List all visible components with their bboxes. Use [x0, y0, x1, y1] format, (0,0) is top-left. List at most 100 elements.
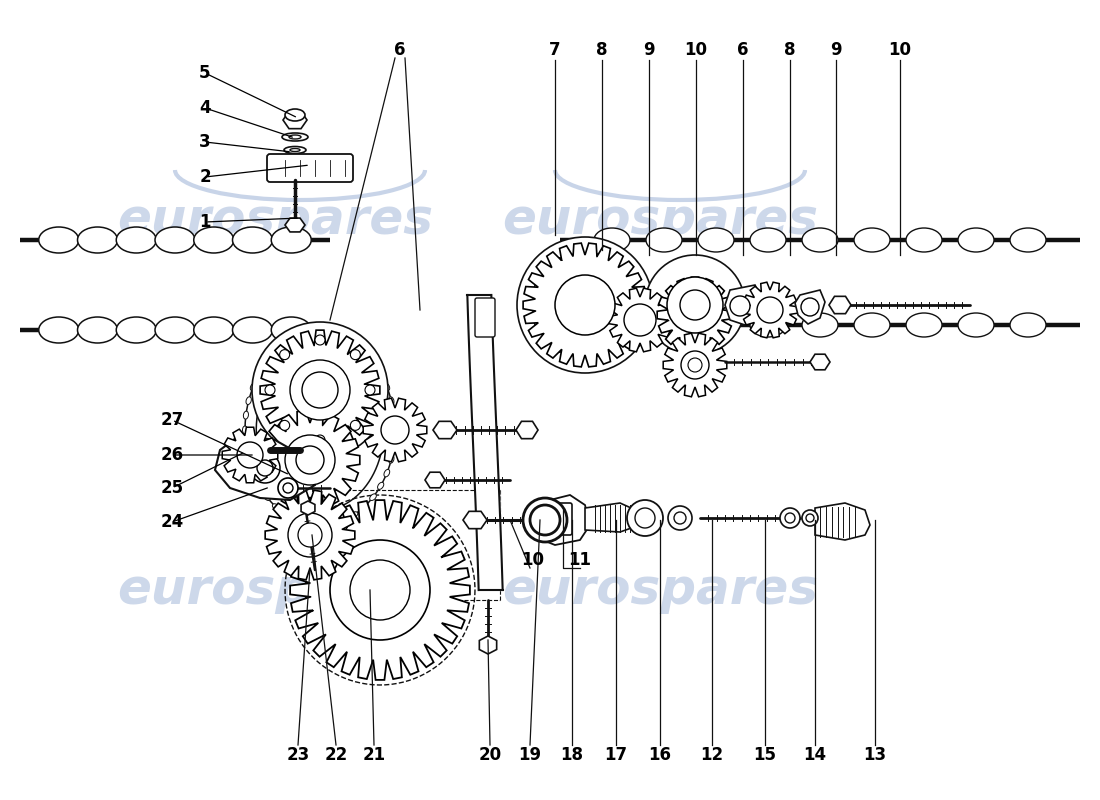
- Ellipse shape: [117, 227, 156, 253]
- Ellipse shape: [906, 313, 942, 337]
- Circle shape: [257, 460, 273, 476]
- Polygon shape: [363, 398, 427, 462]
- Circle shape: [627, 500, 663, 536]
- Circle shape: [365, 385, 375, 395]
- Circle shape: [265, 385, 275, 395]
- Text: 10: 10: [684, 41, 707, 59]
- Polygon shape: [433, 422, 456, 438]
- Circle shape: [619, 269, 627, 277]
- Circle shape: [556, 258, 564, 266]
- Ellipse shape: [646, 228, 682, 252]
- Polygon shape: [463, 511, 487, 529]
- Ellipse shape: [243, 411, 249, 419]
- Circle shape: [631, 301, 639, 309]
- Text: 11: 11: [569, 551, 592, 569]
- Ellipse shape: [290, 149, 300, 151]
- Circle shape: [635, 508, 654, 528]
- Circle shape: [350, 560, 410, 620]
- Polygon shape: [742, 282, 797, 338]
- Text: eurospares: eurospares: [117, 566, 433, 614]
- Polygon shape: [425, 472, 446, 488]
- Text: 10: 10: [521, 551, 544, 569]
- Circle shape: [278, 478, 298, 498]
- Ellipse shape: [392, 441, 397, 449]
- Circle shape: [252, 322, 388, 458]
- Polygon shape: [260, 330, 379, 450]
- Polygon shape: [214, 435, 315, 500]
- Text: eurospares: eurospares: [502, 196, 818, 244]
- Circle shape: [381, 416, 409, 444]
- Text: 27: 27: [161, 411, 184, 429]
- Circle shape: [556, 275, 615, 335]
- Circle shape: [283, 483, 293, 493]
- Ellipse shape: [39, 317, 79, 343]
- Text: 6: 6: [737, 41, 749, 59]
- Ellipse shape: [293, 337, 300, 342]
- Ellipse shape: [384, 383, 389, 390]
- Polygon shape: [795, 290, 825, 324]
- Text: 19: 19: [518, 746, 541, 764]
- Circle shape: [279, 350, 289, 360]
- Circle shape: [556, 344, 564, 352]
- FancyBboxPatch shape: [475, 298, 495, 337]
- Ellipse shape: [155, 227, 195, 253]
- Ellipse shape: [377, 370, 384, 378]
- Ellipse shape: [594, 228, 630, 252]
- Ellipse shape: [305, 522, 312, 526]
- Circle shape: [590, 252, 597, 260]
- Circle shape: [667, 277, 723, 333]
- Polygon shape: [283, 111, 307, 129]
- Text: 13: 13: [864, 746, 887, 764]
- Ellipse shape: [594, 313, 630, 337]
- Circle shape: [619, 333, 627, 341]
- Circle shape: [668, 506, 692, 530]
- Ellipse shape: [339, 337, 348, 342]
- Ellipse shape: [39, 227, 79, 253]
- Polygon shape: [524, 243, 647, 367]
- Ellipse shape: [77, 227, 118, 253]
- Text: 15: 15: [754, 746, 777, 764]
- Text: 9: 9: [830, 41, 842, 59]
- Ellipse shape: [350, 512, 358, 518]
- Ellipse shape: [289, 135, 301, 139]
- Polygon shape: [290, 500, 470, 680]
- Ellipse shape: [232, 227, 273, 253]
- Ellipse shape: [377, 482, 384, 490]
- Text: 16: 16: [649, 746, 671, 764]
- Ellipse shape: [272, 317, 311, 343]
- Ellipse shape: [251, 470, 256, 477]
- Ellipse shape: [256, 370, 263, 378]
- Circle shape: [680, 290, 710, 320]
- Text: 14: 14: [803, 746, 826, 764]
- Ellipse shape: [1010, 313, 1046, 337]
- Polygon shape: [663, 334, 727, 397]
- Polygon shape: [810, 354, 830, 370]
- Text: 5: 5: [199, 64, 211, 82]
- Ellipse shape: [646, 313, 682, 337]
- Polygon shape: [829, 296, 851, 314]
- Ellipse shape: [328, 334, 336, 338]
- Polygon shape: [585, 503, 640, 532]
- Ellipse shape: [698, 228, 734, 252]
- Circle shape: [522, 498, 566, 542]
- Polygon shape: [725, 285, 760, 325]
- Ellipse shape: [246, 455, 252, 463]
- Ellipse shape: [194, 317, 233, 343]
- Ellipse shape: [328, 522, 336, 526]
- Ellipse shape: [283, 342, 289, 348]
- Ellipse shape: [246, 397, 252, 405]
- Circle shape: [330, 540, 430, 640]
- Polygon shape: [285, 218, 305, 232]
- Text: 25: 25: [161, 479, 184, 497]
- Circle shape: [302, 372, 338, 408]
- Ellipse shape: [242, 426, 248, 434]
- Text: eurospares: eurospares: [502, 566, 818, 614]
- Circle shape: [785, 513, 795, 523]
- Polygon shape: [657, 277, 733, 353]
- Ellipse shape: [273, 504, 279, 510]
- Ellipse shape: [958, 228, 994, 252]
- FancyBboxPatch shape: [267, 154, 353, 182]
- Text: eurospares: eurospares: [117, 196, 433, 244]
- Polygon shape: [480, 636, 497, 654]
- Ellipse shape: [958, 313, 994, 337]
